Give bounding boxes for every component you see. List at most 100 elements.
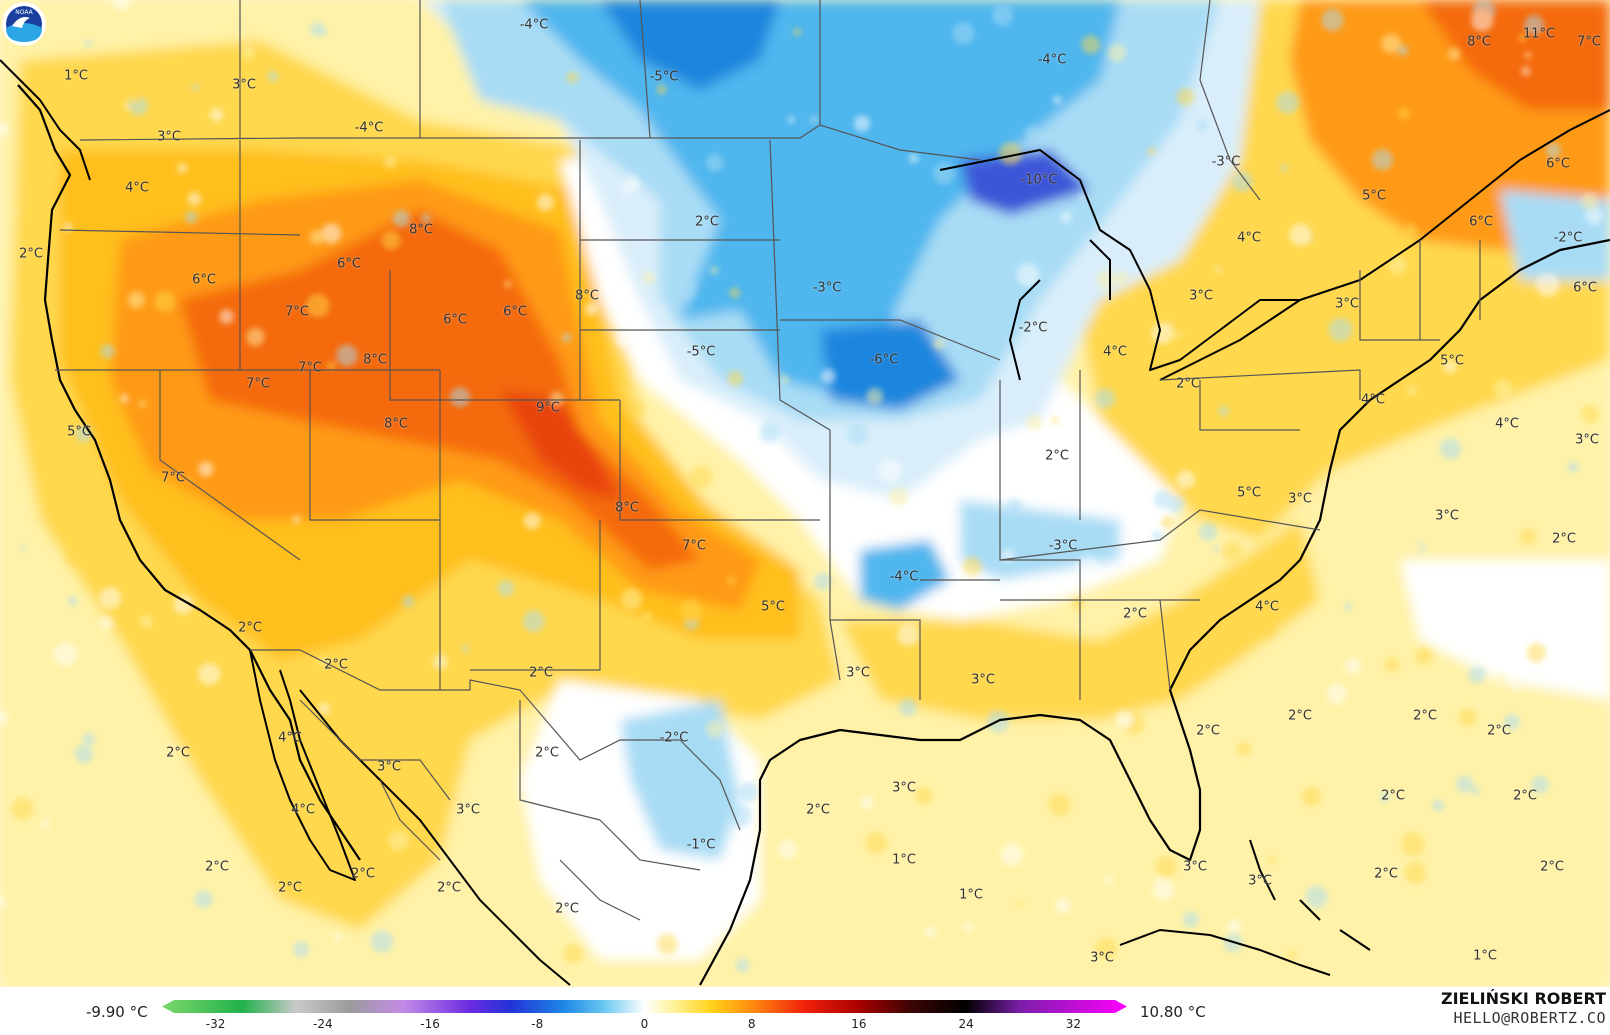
texture-speck <box>561 332 572 343</box>
texture-speck <box>48 808 70 830</box>
texture-speck <box>657 933 678 955</box>
texture-speck <box>1585 206 1603 225</box>
texture-speck <box>173 594 193 615</box>
texture-speck <box>1226 919 1242 935</box>
texture-speck <box>450 387 470 408</box>
texture-speck <box>728 804 752 828</box>
texture-speck <box>1397 44 1409 56</box>
texture-speck <box>318 27 328 37</box>
texture-speck <box>1432 799 1445 812</box>
coast-cuba <box>1119 929 1331 976</box>
coast-gulf <box>699 238 1610 986</box>
texture-speck <box>100 344 115 359</box>
temperature-anomaly-map[interactable]: 1°C 3°C -4°C -5°C -4°C 8°C 11°C 7°C 3°C -4°C -3°C 6… <box>0 0 1610 987</box>
texture-speck <box>0 896 6 908</box>
texture-speck <box>154 290 176 313</box>
texture-speck <box>392 210 411 228</box>
texture-speck <box>1221 540 1243 562</box>
texture-speck <box>1471 9 1494 32</box>
texture-speck <box>186 476 193 483</box>
texture-speck <box>240 44 255 60</box>
texture-speck <box>1115 710 1133 728</box>
texture-speck <box>1095 937 1118 960</box>
texture-speck <box>127 291 145 309</box>
texture-speck <box>334 933 342 942</box>
texture-speck <box>194 890 213 909</box>
texture-speck <box>1328 317 1353 342</box>
legend-tick-label: 0 <box>640 1017 649 1031</box>
legend-tick-label: -16 <box>420 1017 440 1031</box>
texture-speck <box>793 28 802 37</box>
texture-speck <box>1503 714 1520 730</box>
texture-speck <box>43 159 63 180</box>
texture-speck <box>1107 43 1127 62</box>
texture-speck <box>1147 147 1156 156</box>
texture-speck <box>1398 107 1410 120</box>
texture-speck <box>1524 14 1545 35</box>
border-states-2 <box>780 240 1481 700</box>
texture-speck <box>1379 792 1390 803</box>
texture-speck <box>1114 271 1129 285</box>
border-canada <box>79 124 981 161</box>
texture-speck <box>1154 490 1172 508</box>
texture-speck <box>198 663 221 686</box>
texture-speck <box>1530 775 1549 794</box>
texture-speck <box>1155 856 1177 878</box>
texture-speck <box>739 782 759 802</box>
texture-speck <box>185 210 198 224</box>
state-borders <box>55 0 1481 921</box>
texture-speck <box>870 850 893 873</box>
texture-speck <box>809 114 819 125</box>
texture-speck <box>727 576 736 586</box>
texture-speck <box>53 642 77 667</box>
field-red-core <box>500 390 620 500</box>
texture-speck <box>1257 620 1276 639</box>
texture-speck <box>1161 516 1173 529</box>
texture-speck <box>113 0 131 11</box>
texture-speck <box>924 926 937 938</box>
texture-speck <box>759 423 780 443</box>
field-deep-blue-n <box>600 0 780 90</box>
texture-speck <box>1524 51 1532 59</box>
texture-speck <box>1084 840 1094 851</box>
texture-speck <box>65 546 86 567</box>
texture-speck <box>1119 750 1132 762</box>
texture-speck <box>187 192 202 206</box>
texture-speck <box>992 5 1013 26</box>
texture-speck <box>1059 716 1081 738</box>
texture-speck <box>219 309 234 324</box>
texture-speck <box>362 813 377 827</box>
texture-speck <box>1096 270 1116 290</box>
legend-tick-label: -24 <box>313 1017 333 1031</box>
texture-speck <box>1001 549 1016 564</box>
texture-speck <box>536 193 555 211</box>
texture-speck <box>705 153 724 172</box>
texture-speck <box>621 188 628 195</box>
texture-speck <box>729 287 741 299</box>
texture-speck <box>860 795 874 810</box>
texture-speck <box>1176 88 1195 106</box>
texture-speck <box>1048 793 1071 816</box>
texture-speck <box>643 612 651 620</box>
texture-speck <box>1368 628 1393 652</box>
texture-speck <box>1381 33 1401 54</box>
texture-speck <box>656 84 667 95</box>
texture-speck <box>1567 461 1579 473</box>
texture-speck <box>1406 385 1417 396</box>
texture-speck <box>963 922 973 932</box>
texture-speck <box>523 512 541 530</box>
anomaly-field <box>0 0 1610 987</box>
texture-speck <box>522 610 545 633</box>
texture-speck <box>1458 708 1477 727</box>
texture-speck <box>1581 405 1600 424</box>
texture-speck <box>950 614 957 621</box>
texture-speck <box>153 818 165 829</box>
texture-speck <box>1267 856 1276 864</box>
texture-speck <box>897 623 920 647</box>
texture-speck <box>67 596 78 606</box>
texture-speck <box>292 515 301 524</box>
field-dark-orange-ne <box>1420 0 1610 110</box>
texture-speck <box>1076 556 1099 579</box>
texture-speck <box>1344 602 1353 611</box>
texture-speck <box>566 71 579 84</box>
